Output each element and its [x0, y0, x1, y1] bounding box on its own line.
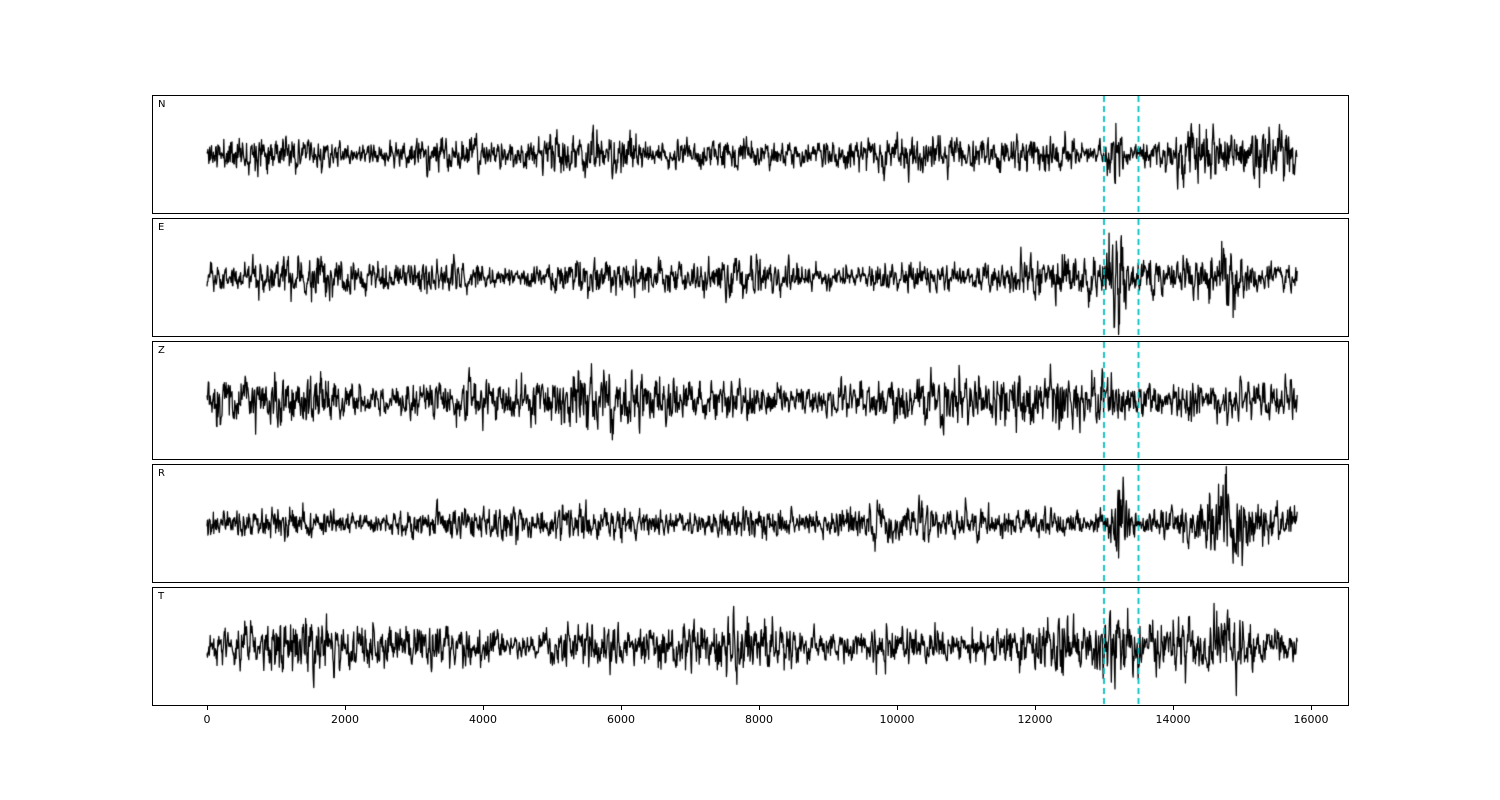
panel-label-E: E — [158, 222, 165, 233]
x-axis-tick-label: 2000 — [331, 713, 359, 726]
x-axis-tick — [345, 706, 346, 710]
x-axis-tick-label: 12000 — [1017, 713, 1053, 726]
panel-label-Z: Z — [158, 345, 165, 356]
x-axis-tick-label: 14000 — [1155, 713, 1191, 726]
x-axis-tick-label: 10000 — [879, 713, 915, 726]
x-axis-tick — [759, 706, 760, 710]
waveform-panel-T: T — [152, 587, 1349, 706]
x-axis-tick — [1311, 706, 1312, 710]
x-axis-tick — [621, 706, 622, 710]
waveform-canvas-N — [153, 96, 1348, 213]
waveform-canvas-Z — [153, 342, 1348, 459]
x-axis-tick-label: 16000 — [1293, 713, 1329, 726]
waveform-panel-N: N — [152, 95, 1349, 214]
panel-label-R: R — [158, 468, 165, 479]
x-axis-tick — [207, 706, 208, 710]
waveform-panel-Z: Z — [152, 341, 1349, 460]
x-axis-tick-label: 4000 — [469, 713, 497, 726]
waveform-panel-R: R — [152, 464, 1349, 583]
waveform-canvas-E — [153, 219, 1348, 336]
panels: N E Z R T — [152, 95, 1349, 706]
panel-label-N: N — [158, 99, 166, 110]
x-axis-tick-label: 0 — [203, 713, 211, 726]
x-axis: 0 2000 4000 6000 8000 10000 12000 14000 16000 — [152, 706, 1349, 740]
x-axis-tick-label: 8000 — [745, 713, 773, 726]
waveform-canvas-R — [153, 465, 1348, 582]
x-axis-tick — [1035, 706, 1036, 710]
x-axis-tick — [1173, 706, 1174, 710]
x-axis-tick-label: 6000 — [607, 713, 635, 726]
seismogram-figure: N E Z R T 0 2000 4000 6000 8000 10000 12000 14000 16… — [152, 95, 1349, 740]
waveform-panel-E: E — [152, 218, 1349, 337]
x-axis-tick — [897, 706, 898, 710]
x-axis-tick — [483, 706, 484, 710]
waveform-canvas-T — [153, 588, 1348, 705]
panel-label-T: T — [158, 591, 165, 602]
